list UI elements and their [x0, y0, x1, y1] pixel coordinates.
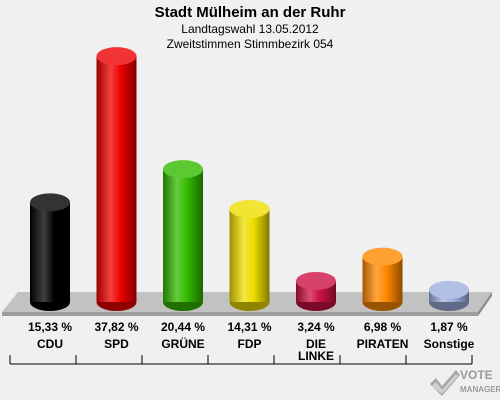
- value-label-gr-ne: 20,44 %: [161, 320, 205, 334]
- value-label-piraten: 6,98 %: [364, 320, 402, 334]
- category-label-die-linke: DIE LINKE: [298, 337, 334, 363]
- vote-manager-logo: VOTE MANAGER: [428, 368, 500, 398]
- value-label-cdu: 15,33 %: [28, 320, 72, 334]
- bar-spd: [96, 47, 137, 311]
- category-label-gr-ne: GRÜNE: [161, 336, 204, 351]
- chart-subtitle-district: Zweitstimmen Stimmbezirk 054: [166, 37, 334, 51]
- bar-sonstige: [429, 280, 469, 311]
- floor-front: [2, 312, 478, 316]
- value-labels-group: 15,33 % 37,82 % 20,44 % 14,31 % 3,24 % 6,98 %…: [28, 320, 468, 334]
- value-label-sonstige: 1,87 %: [430, 320, 468, 334]
- floor-side: [478, 292, 492, 316]
- bar-cdu: [30, 193, 70, 311]
- logo-text-manager: MANAGER: [460, 385, 500, 394]
- category-label-sonstige: Sonstige: [424, 337, 475, 351]
- category-label-piraten: PIRATEN: [357, 337, 409, 351]
- chart-titles: Stadt Mülheim an der Ruhr Landtagswahl 1…: [0, 4, 500, 52]
- value-label-die-linke: 3,24 %: [297, 320, 335, 334]
- bar-die-linke: [296, 271, 336, 311]
- bars-group: [30, 47, 469, 311]
- category-separators: [9, 355, 473, 365]
- bar-fdp: [229, 199, 270, 311]
- chart-subtitle-election: Landtagswahl 13.05.2012: [181, 22, 319, 36]
- category-labels-group: CDU SPD GRÜNE FDP DIE LINKE PIRATEN Sonstige: [9, 336, 475, 365]
- bar-piraten: [362, 247, 403, 311]
- category-label-cdu: CDU: [37, 337, 63, 351]
- value-label-fdp: 14,31 %: [227, 320, 271, 334]
- category-label-fdp: FDP: [238, 337, 262, 351]
- chart-title: Stadt Mülheim an der Ruhr: [154, 4, 346, 21]
- value-label-spd: 37,82 %: [94, 320, 138, 334]
- logo-text-vote: VOTE: [460, 368, 493, 382]
- category-label-spd: SPD: [104, 337, 129, 351]
- bar-gr-ne: [163, 160, 203, 311]
- checkmark-icon: [430, 370, 460, 396]
